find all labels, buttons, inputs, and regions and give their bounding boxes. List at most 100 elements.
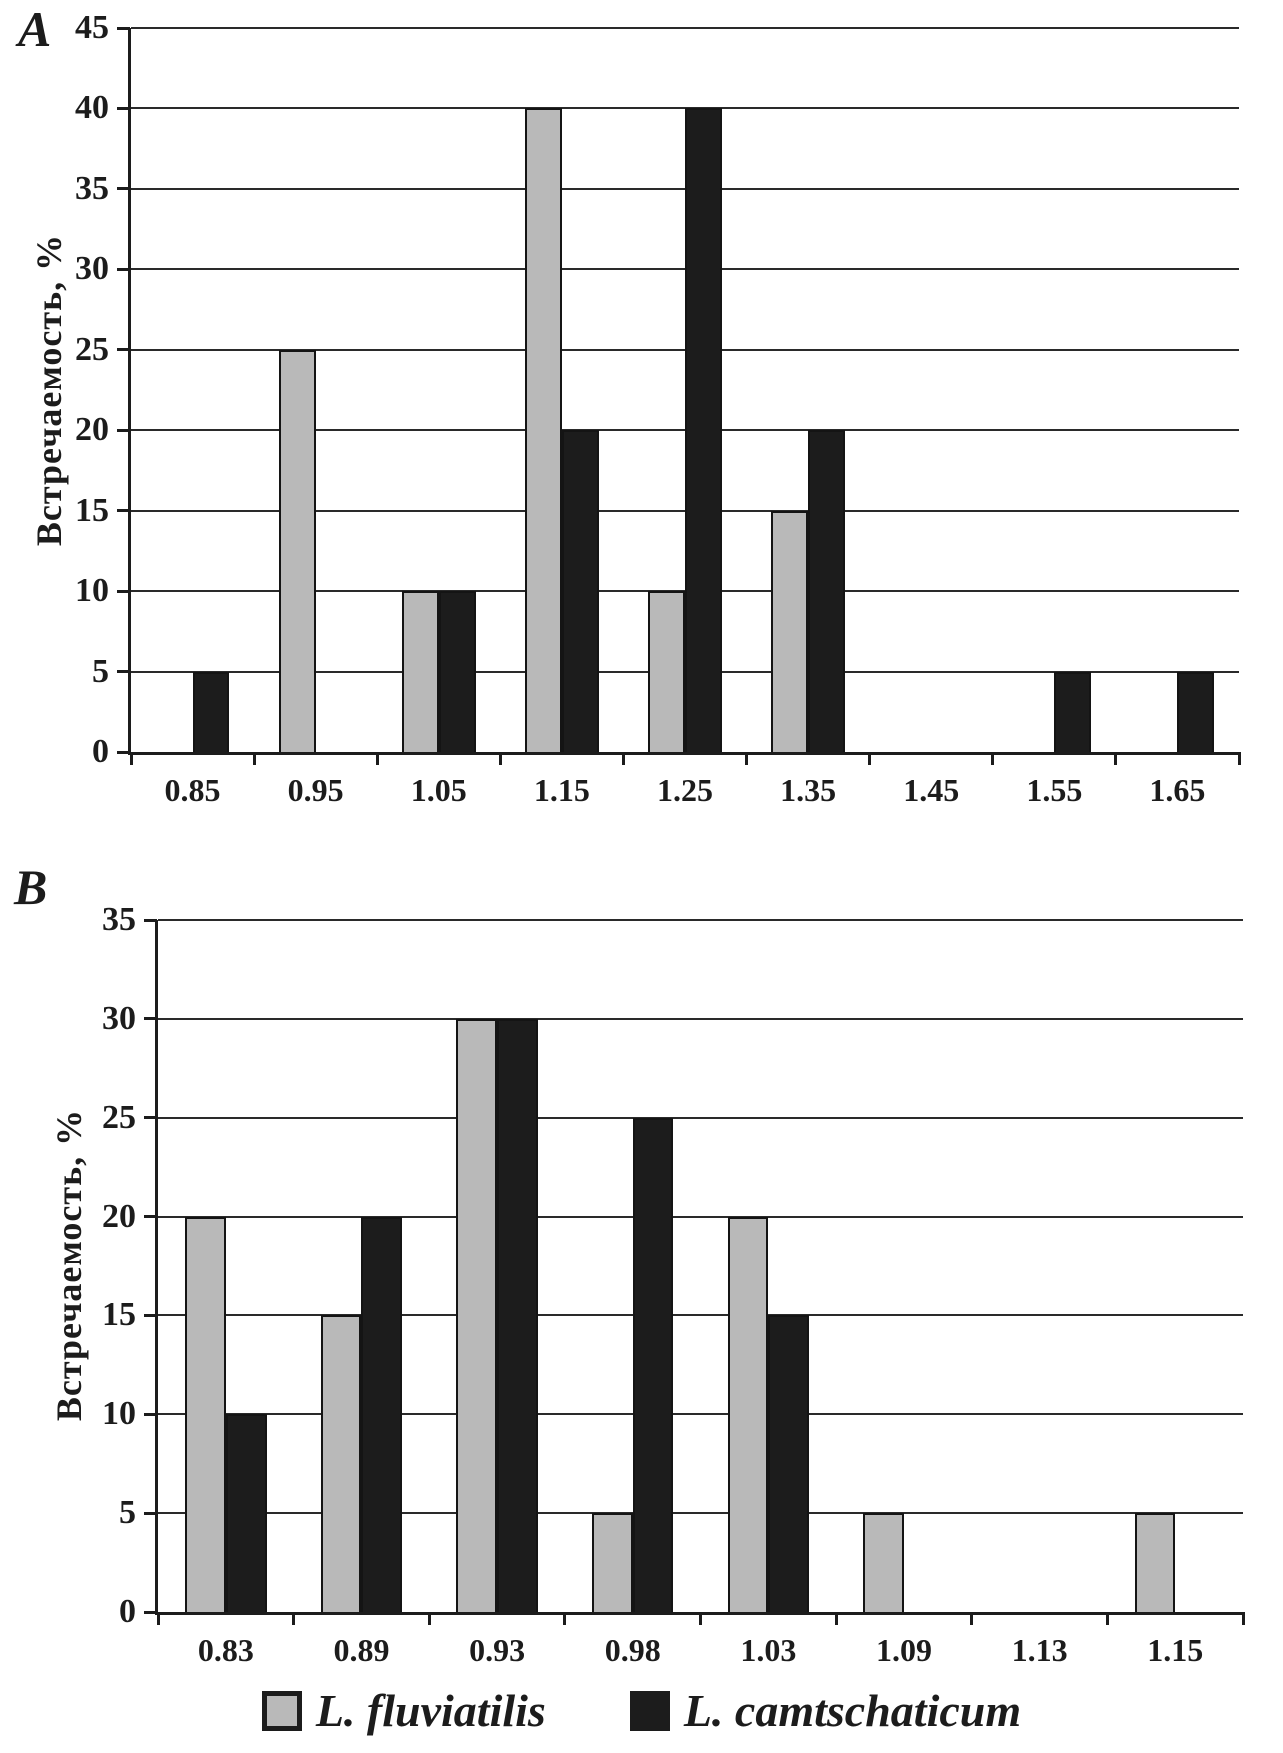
bar-fluviatilis [592,1513,633,1612]
y-tick-mark [117,348,130,352]
bar-fluviatilis [863,1513,904,1612]
bar-camtschaticum [768,1315,809,1612]
x-tick-mark [1237,752,1241,765]
y-tick-label: 25 [102,1098,136,1136]
bar-fluviatilis [648,591,685,752]
y-tick-mark [117,26,130,30]
y-tick-mark [144,1313,157,1317]
gridline [158,1512,1243,1515]
gridline [158,1116,1243,1119]
x-tick-mark [1241,1612,1245,1625]
x-tick-label: 1.55 [1026,772,1083,808]
bar-fluviatilis [524,108,562,752]
y-tick-mark [117,509,130,513]
gridline [131,27,1239,29]
bar-camtschaticum [225,1414,267,1612]
gridline [158,1314,1243,1317]
x-tick-label: 1.15 [1147,1632,1204,1668]
y-tick-label: 30 [75,250,109,288]
x-tick-label: 1.09 [875,1632,932,1668]
y-tick-mark [144,1412,157,1416]
x-tick-label: 1.65 [1149,772,1206,808]
x-tick-mark [621,752,625,765]
gridline [158,1215,1243,1218]
y-tick-label: 15 [75,491,109,529]
y-tick-label: 35 [102,901,136,938]
x-tick-label: 1.25 [656,772,713,808]
x-tick-label: 0.89 [333,1632,390,1668]
x-tick-mark [834,1612,838,1625]
x-tick-mark [1105,1612,1109,1625]
y-tick-mark [144,1017,157,1021]
x-tick-mark [563,1612,567,1625]
gridline [158,1413,1243,1416]
bar-fluviatilis [401,591,439,752]
x-tick-label: 1.03 [740,1632,797,1668]
gridline [158,919,1243,921]
y-tick-label: 30 [102,999,136,1037]
y-tick-label: 45 [75,9,109,46]
gridline [158,1017,1243,1020]
bar-camtschaticum [632,1117,674,1612]
legend-label-fluviatilis: L. fluviatilis [315,1685,546,1736]
y-tick-mark [117,589,130,593]
x-tick-label: 0.93 [469,1632,526,1668]
x-tick-mark [375,752,379,765]
bar-camtschaticum [808,430,846,752]
y-tick-label: 20 [102,1197,136,1235]
bar-camtschaticum [438,591,476,752]
x-tick-label: 0.98 [604,1632,661,1668]
legend-item-camtschaticum: L. camtschaticum [629,1685,1022,1736]
legend-item-fluviatilis: L. fluviatilis [261,1685,546,1736]
black-square-swatch-icon [629,1691,670,1731]
panel-a-letter: A [18,1,52,57]
y-tick-mark [144,1511,157,1515]
x-tick-mark [427,1612,431,1625]
x-tick-label: 1.45 [903,772,960,808]
x-tick-mark [970,1612,974,1625]
bar-camtschaticum [497,1018,538,1612]
gray-square-swatch-icon [261,1691,302,1731]
y-tick-mark [117,106,130,110]
bar-camtschaticum [1054,671,1092,752]
y-tick-mark [117,187,130,191]
y-tick-mark [144,1215,157,1219]
y-tick-label: 20 [75,411,109,449]
legend-label-camtschaticum: L. camtschaticum [683,1685,1022,1736]
y-tick-label: 10 [75,572,109,610]
y-tick-label: 15 [102,1296,136,1334]
x-tick-mark [252,752,256,765]
y-tick-label: 10 [102,1395,136,1433]
y-tick-label: 5 [119,1494,136,1532]
x-tick-mark [1114,752,1118,765]
bar-fluviatilis [278,349,316,752]
x-tick-mark [129,752,133,765]
y-tick-mark [117,670,130,674]
legend: L. fluviatilis L. camtschaticum [0,1688,1283,1734]
bar-camtschaticum [561,430,599,752]
x-tick-mark [991,752,995,765]
y-tick-label: 0 [92,733,109,770]
panel-b-letter: B [14,859,48,915]
chart-a-plot-area: 0 5 10 15 20 25 30 35 40 45 0.85 0.95 1.05 1.15 1.25 1.… [75,11,1241,806]
bar-fluviatilis [320,1315,362,1612]
bar-camtschaticum [361,1216,403,1612]
bar-fluviatilis [771,510,809,752]
bar-fluviatilis [456,1018,498,1612]
y-tick-label: 40 [75,89,109,127]
x-tick-mark [868,752,872,765]
y-tick-mark [144,1116,157,1120]
x-tick-label: 1.05 [410,772,467,808]
y-tick-label: 35 [75,169,109,207]
y-tick-mark [117,267,130,271]
x-tick-mark [745,752,749,765]
x-tick-label: 1.13 [1011,1632,1068,1668]
x-tick-mark [156,1612,160,1625]
bar-fluviatilis [1134,1513,1176,1612]
y-tick-mark [117,750,130,754]
x-tick-label: 0.85 [164,772,221,808]
y-tick-label: 5 [92,652,109,690]
chart-b-plot-area: 0 5 10 15 20 25 30 35 0.83 0.89 0.93 0.98 1.03 1.09 1.… [102,903,1245,1666]
bar-fluviatilis [727,1216,769,1612]
